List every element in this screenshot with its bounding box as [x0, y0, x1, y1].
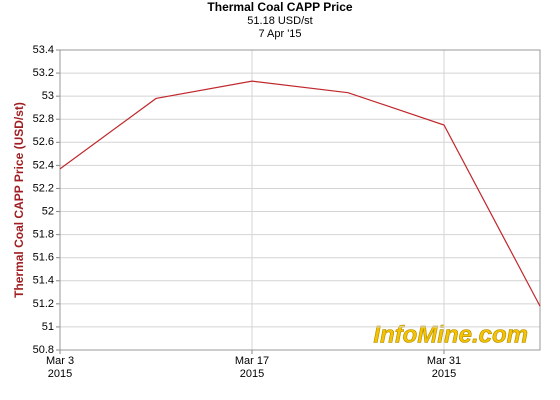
y-tick-label: 52.4 [33, 159, 54, 171]
x-tick-label: Mar 3 2015 [45, 355, 75, 380]
date-label: 7 Apr '15 [258, 28, 301, 40]
y-tick-label: 51.4 [33, 275, 54, 287]
y-tick-label: 53.4 [33, 44, 54, 56]
y-tick-label: 52.2 [33, 182, 54, 194]
y-tick-label: 52 [42, 205, 54, 217]
x-tick-label: Mar 31 2015 [426, 355, 462, 380]
y-tick-label: 53.2 [33, 67, 54, 79]
y-tick-label: 51.2 [33, 298, 54, 310]
y-tick-label: 51.8 [33, 229, 54, 241]
plot-area [60, 50, 540, 350]
y-axis-label: Thermal Coal CAPP Price (USD/st) [12, 102, 26, 298]
x-tick-label: Mar 17 2015 [234, 355, 270, 380]
y-tick-label: 51.6 [33, 252, 54, 264]
y-tick-label: 51 [42, 321, 54, 333]
y-tick-label: 52.6 [33, 136, 54, 148]
chart-title: Thermal Coal CAPP Price [207, 0, 352, 14]
y-tick-label: 52.8 [33, 113, 54, 125]
data-line [59, 80, 541, 307]
y-tick-label: 50.8 [33, 344, 54, 356]
plot-border [59, 49, 541, 351]
chart-subtitle: 51.18 USD/st [247, 15, 312, 27]
y-tick-label: 53 [42, 90, 54, 102]
watermark: InfoMine.com [373, 321, 528, 348]
